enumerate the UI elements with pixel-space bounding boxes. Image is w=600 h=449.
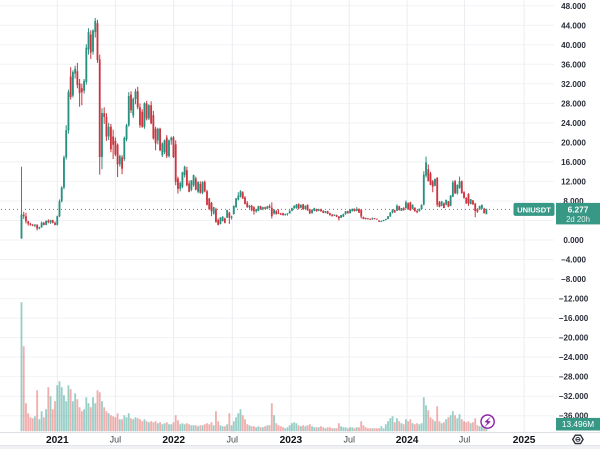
svg-text:2025: 2025 [513, 435, 536, 446]
svg-text:32.000: 32.000 [561, 80, 586, 89]
svg-text:−36.000: −36.000 [559, 412, 589, 421]
svg-text:48.000: 48.000 [561, 2, 586, 11]
svg-text:−16.000: −16.000 [559, 314, 589, 323]
svg-text:13.496M: 13.496M [562, 419, 594, 429]
svg-text:0.000: 0.000 [563, 236, 584, 245]
svg-text:16.000: 16.000 [561, 158, 586, 167]
svg-text:8.000: 8.000 [563, 197, 584, 206]
svg-text:Jul: Jul [459, 435, 471, 445]
svg-text:28.000: 28.000 [561, 99, 586, 108]
svg-text:UNIUSDT: UNIUSDT [517, 205, 551, 214]
svg-text:−12.000: −12.000 [559, 295, 589, 304]
svg-text:−20.000: −20.000 [559, 334, 589, 343]
svg-text:20.000: 20.000 [561, 138, 586, 147]
svg-text:Jul: Jul [110, 435, 122, 445]
svg-text:2022: 2022 [162, 435, 185, 446]
svg-text:−32.000: −32.000 [559, 392, 589, 401]
svg-text:12.000: 12.000 [561, 177, 586, 186]
svg-text:2021: 2021 [46, 435, 69, 446]
svg-text:−24.000: −24.000 [559, 353, 589, 362]
svg-text:36.000: 36.000 [561, 60, 586, 69]
svg-text:−8.000: −8.000 [561, 275, 586, 284]
svg-text:2023: 2023 [280, 435, 303, 446]
svg-text:Jul: Jul [227, 435, 239, 445]
svg-text:44.000: 44.000 [561, 21, 586, 30]
svg-text:−4.000: −4.000 [561, 256, 586, 265]
svg-text:2d 20h: 2d 20h [566, 215, 590, 224]
svg-text:−28.000: −28.000 [559, 373, 589, 382]
svg-text:40.000: 40.000 [561, 41, 586, 50]
svg-text:2024: 2024 [396, 435, 419, 446]
svg-text:Jul: Jul [343, 435, 355, 445]
svg-text:24.000: 24.000 [561, 119, 586, 128]
svg-text:6.277: 6.277 [568, 204, 589, 214]
